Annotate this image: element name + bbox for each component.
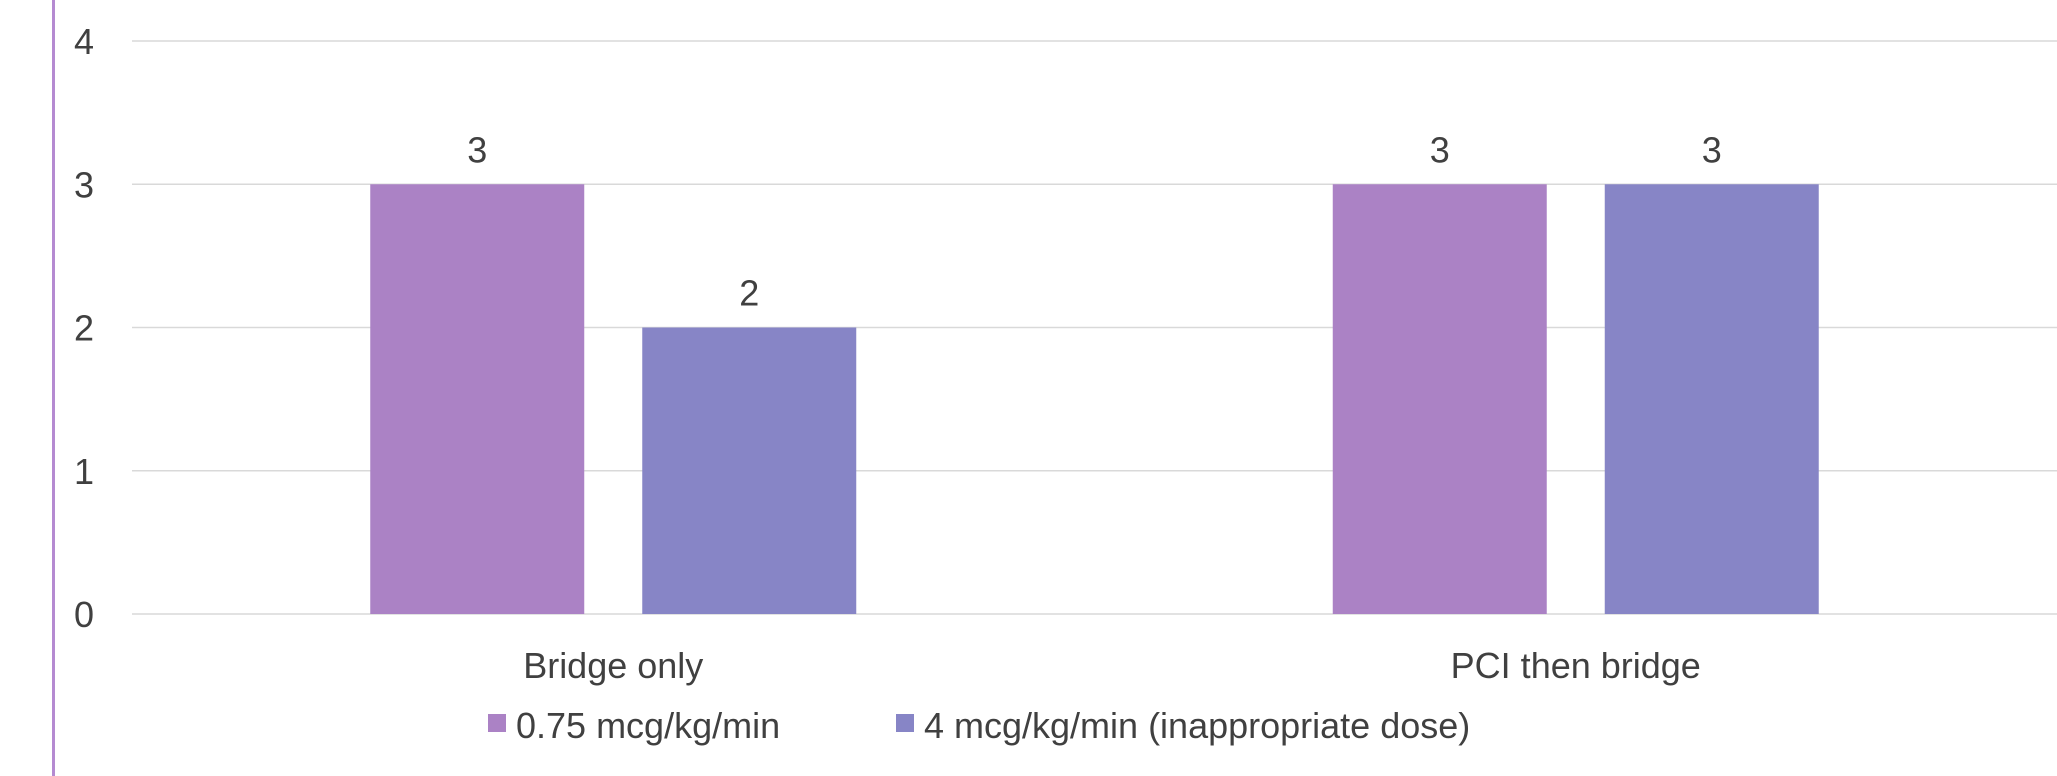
- data-label-1-series-2: 2: [739, 273, 759, 314]
- bar-1-series-1: [370, 184, 585, 614]
- bar-2-series-2: [1604, 184, 1819, 614]
- y-tick-label-0: 0: [74, 594, 94, 635]
- legend-label-2: 4 mcg/kg/min (inappropriate dose): [924, 705, 1470, 746]
- y-tick-label-4: 4: [74, 21, 94, 62]
- legend-swatch-2: [896, 714, 914, 732]
- data-label-2-series-1: 3: [1430, 129, 1450, 170]
- x-category-label-1: Bridge only: [523, 645, 703, 686]
- left-accent-rule: [52, 0, 55, 776]
- data-label-2-series-2: 3: [1702, 129, 1722, 170]
- bar-2-series-1: [1332, 184, 1547, 614]
- legend-swatch-1: [488, 714, 506, 732]
- data-label-1-series-1: 3: [467, 129, 487, 170]
- y-tick-label-1: 1: [74, 451, 94, 492]
- y-tick-label-2: 2: [74, 308, 94, 349]
- legend-label-1: 0.75 mcg/kg/min: [516, 705, 780, 746]
- bar-1-series-2: [642, 327, 857, 614]
- y-tick-label-3: 3: [74, 164, 94, 205]
- x-category-label-2: PCI then bridge: [1451, 645, 1701, 686]
